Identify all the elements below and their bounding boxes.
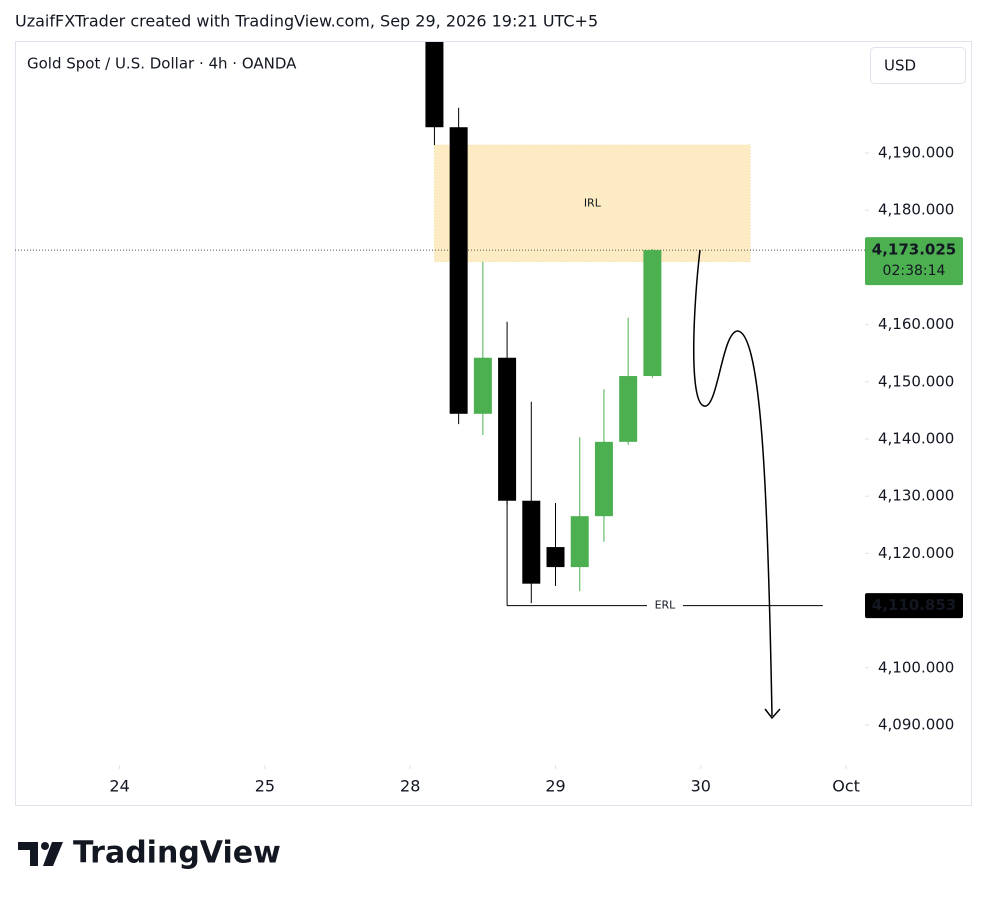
candle-body (498, 357, 517, 501)
logo-slash (43, 842, 63, 866)
erl-label: ERL (655, 599, 677, 612)
x-tick-label: 29 (545, 777, 565, 796)
currency-label[interactable]: USD (884, 57, 916, 75)
erl-price-tag (865, 593, 963, 619)
last-price-label: 4,173.025 (872, 241, 956, 259)
countdown-label: 02:38:14 (883, 263, 946, 279)
irl-zone (433, 144, 751, 263)
projection-curve (693, 249, 773, 717)
y-tick-label: 4,120.000 (878, 544, 954, 562)
candle-body (449, 127, 468, 414)
y-tick-label: 4,130.000 (878, 487, 954, 505)
logo-dot (41, 842, 49, 850)
candle-body (594, 441, 613, 517)
y-tick-label: 4,100.000 (878, 658, 954, 676)
projection-arrowhead (764, 708, 781, 720)
irl-label: IRL (584, 196, 602, 209)
y-tick-label: 4,160.000 (878, 315, 954, 333)
overlay: ERL (506, 500, 823, 612)
last-price-tag (865, 237, 963, 286)
y-tick-label: 4,140.000 (878, 429, 954, 447)
currency-button[interactable] (870, 47, 966, 84)
y-tick-label: 4,150.000 (878, 372, 954, 390)
candle-body (643, 250, 662, 377)
candle-body (425, 42, 444, 128)
plot-area: IRL (15, 42, 865, 604)
x-tick-label: Oct (832, 777, 860, 796)
x-tick-label: 28 (400, 777, 420, 796)
tradingview-logo: TradingView (18, 836, 281, 871)
candle-body (473, 357, 492, 414)
candle-body (522, 500, 541, 584)
x-tick-label: 24 (109, 777, 129, 796)
logo-text: TradingView (73, 836, 281, 871)
attribution: UzaifFXTrader created with TradingView.c… (15, 12, 598, 31)
chart-title: Gold Spot / U.S. Dollar · 4h · OANDA (27, 55, 297, 73)
y-tick-label: 4,090.000 (878, 715, 954, 733)
y-tick-label: 4,180.000 (878, 201, 954, 219)
logo-mark (18, 842, 38, 866)
chart-frame (15, 41, 972, 806)
candle-body (546, 547, 565, 568)
x-tick-label: 25 (255, 777, 275, 796)
y-tick-label: 4,190.000 (878, 143, 954, 161)
candle-body (570, 516, 589, 568)
erl-price-label: 4,110.853 (872, 596, 956, 614)
candle-body (619, 376, 638, 442)
x-tick-label: 30 (691, 777, 711, 796)
